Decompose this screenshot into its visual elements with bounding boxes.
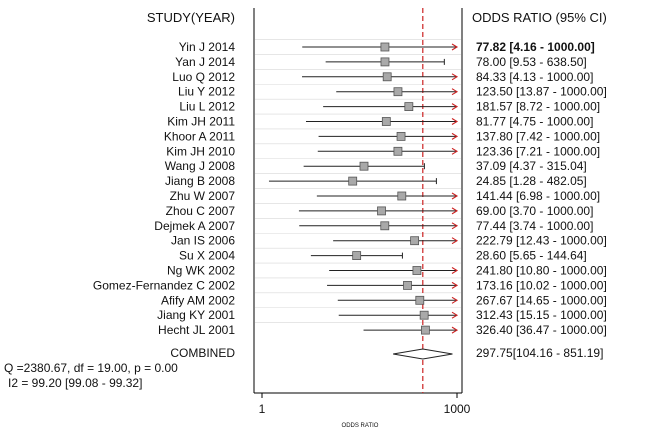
point-estimate-marker — [397, 191, 407, 201]
study-label: Luo Q 2012 — [172, 70, 235, 84]
point-estimate-marker — [393, 146, 403, 156]
point-estimate-marker — [348, 176, 358, 186]
point-estimate-marker — [382, 72, 392, 82]
heterogeneity-q-stat: Q =2380.67, df = 19.00, p = 0.00 — [4, 361, 178, 375]
ci-truncation-arrow — [451, 132, 459, 140]
point-estimate-marker — [419, 310, 429, 320]
study-value: 141.44 [6.98 - 1000.00] — [476, 189, 600, 203]
ci-truncation-arrow — [451, 207, 459, 215]
point-estimate-marker — [377, 206, 386, 216]
point-estimate-marker — [420, 325, 430, 335]
study-label: Ng WK 2002 — [167, 264, 235, 278]
study-label: Jiang B 2008 — [165, 174, 235, 188]
ci-truncation-arrow — [451, 237, 459, 245]
x-tick-label-1: 1 — [259, 402, 266, 416]
study-label: Afify AM 2002 — [161, 293, 235, 307]
study-value: 173.16 [10.02 - 1000.00] — [476, 278, 607, 292]
point-estimate-marker — [381, 117, 391, 126]
study-label: Hecht JL 2001 — [158, 323, 235, 337]
point-estimate-marker — [380, 57, 390, 67]
study-value: 24.85 [1.28 - 482.05] — [476, 174, 587, 188]
study-label: Liu L 2012 — [179, 100, 235, 114]
study-value: 28.60 [5.65 - 144.64] — [476, 249, 587, 263]
study-label: Zhou C 2007 — [166, 204, 236, 218]
ci-truncation-arrow — [451, 222, 459, 230]
heterogeneity-i2-stat: I2 = 99.20 [99.08 - 99.32] — [8, 376, 142, 390]
combined-value: 297.75[104.16 - 851.19] — [476, 346, 603, 360]
study-label: Khoor A 2011 — [164, 129, 236, 143]
study-value: 326.40 [36.47 - 1000.00] — [476, 323, 607, 337]
study-label: Liu Y 2012 — [178, 85, 235, 99]
study-value: 241.80 [10.80 - 1000.00] — [476, 264, 607, 278]
ci-truncation-arrow — [451, 192, 459, 200]
study-value: 312.43 [15.15 - 1000.00] — [476, 308, 607, 322]
point-estimate-marker — [393, 87, 403, 97]
study-values: 77.82 [4.16 - 1000.00]78.00 [9.53 - 638.… — [476, 40, 607, 337]
point-estimate-marker — [359, 161, 369, 171]
point-estimate-marker — [352, 251, 362, 261]
point-estimate-marker — [380, 42, 390, 52]
study-value: 123.36 [7.21 - 1000.00] — [476, 144, 600, 158]
ci-truncation-arrow — [451, 43, 459, 51]
ci-truncation-arrow — [451, 73, 459, 81]
study-value: 37.09 [4.37 - 315.04] — [476, 159, 587, 173]
ci-truncation-arrow — [451, 326, 459, 334]
study-value: 78.00 [9.53 - 638.50] — [476, 55, 587, 69]
study-label: Jiang KY 2001 — [157, 308, 235, 322]
point-estimate-marker — [415, 295, 425, 305]
study-value: 81.77 [4.75 - 1000.00] — [476, 115, 593, 129]
ci-truncation-arrow — [451, 103, 459, 111]
ci-truncation-arrow — [451, 118, 459, 125]
study-label: Dejmek A 2007 — [154, 219, 235, 233]
study-label: Su X 2004 — [179, 249, 235, 263]
study-marks — [268, 42, 459, 335]
row-dividers — [255, 39, 461, 323]
ci-truncation-arrow — [451, 296, 459, 304]
study-label: Jan IS 2006 — [171, 234, 235, 248]
study-label: Zhu W 2007 — [170, 189, 236, 203]
study-label: Yan J 2014 — [175, 55, 235, 69]
study-value: 123.50 [13.87 - 1000.00] — [476, 85, 607, 99]
point-estimate-marker — [404, 102, 414, 111]
study-column-header: STUDY(YEAR) — [147, 10, 235, 25]
study-value: 181.57 [8.72 - 1000.00] — [476, 100, 600, 114]
point-estimate-marker — [403, 280, 412, 290]
ci-truncation-arrow — [451, 281, 459, 289]
x-axis-title: ODDS RATIO — [342, 423, 379, 429]
study-value: 222.79 [12.43 - 1000.00] — [476, 234, 607, 248]
study-label: Kim JH 2011 — [167, 115, 235, 129]
ci-truncation-arrow — [451, 147, 459, 155]
ci-truncation-arrow — [451, 311, 459, 319]
study-label: Wang J 2008 — [165, 159, 236, 173]
combined-diamond — [393, 348, 453, 360]
x-tick-label-1000: 1000 — [444, 402, 471, 416]
study-value: 77.82 [4.16 - 1000.00] — [476, 40, 595, 54]
study-value: 137.80 [7.42 - 1000.00] — [476, 129, 600, 143]
study-label: Yin J 2014 — [179, 40, 236, 54]
point-estimate-marker — [396, 131, 406, 141]
study-label: Kim JH 2010 — [166, 144, 235, 158]
study-value: 267.67 [14.65 - 1000.00] — [476, 293, 607, 307]
odds-ratio-column-header: ODDS RATIO (95% CI) — [472, 10, 607, 25]
ci-truncation-arrow — [451, 267, 459, 274]
study-value: 77.44 [3.74 - 1000.00] — [476, 219, 593, 233]
point-estimate-marker — [410, 236, 420, 246]
combined-label: COMBINED — [170, 346, 235, 360]
study-label: Gomez-Fernandez C 2002 — [93, 278, 235, 292]
point-estimate-marker — [412, 266, 422, 275]
ci-truncation-arrow — [451, 88, 459, 96]
study-value: 84.33 [4.13 - 1000.00] — [476, 70, 593, 84]
study-value: 69.00 [3.70 - 1000.00] — [476, 204, 593, 218]
point-estimate-marker — [380, 221, 390, 231]
